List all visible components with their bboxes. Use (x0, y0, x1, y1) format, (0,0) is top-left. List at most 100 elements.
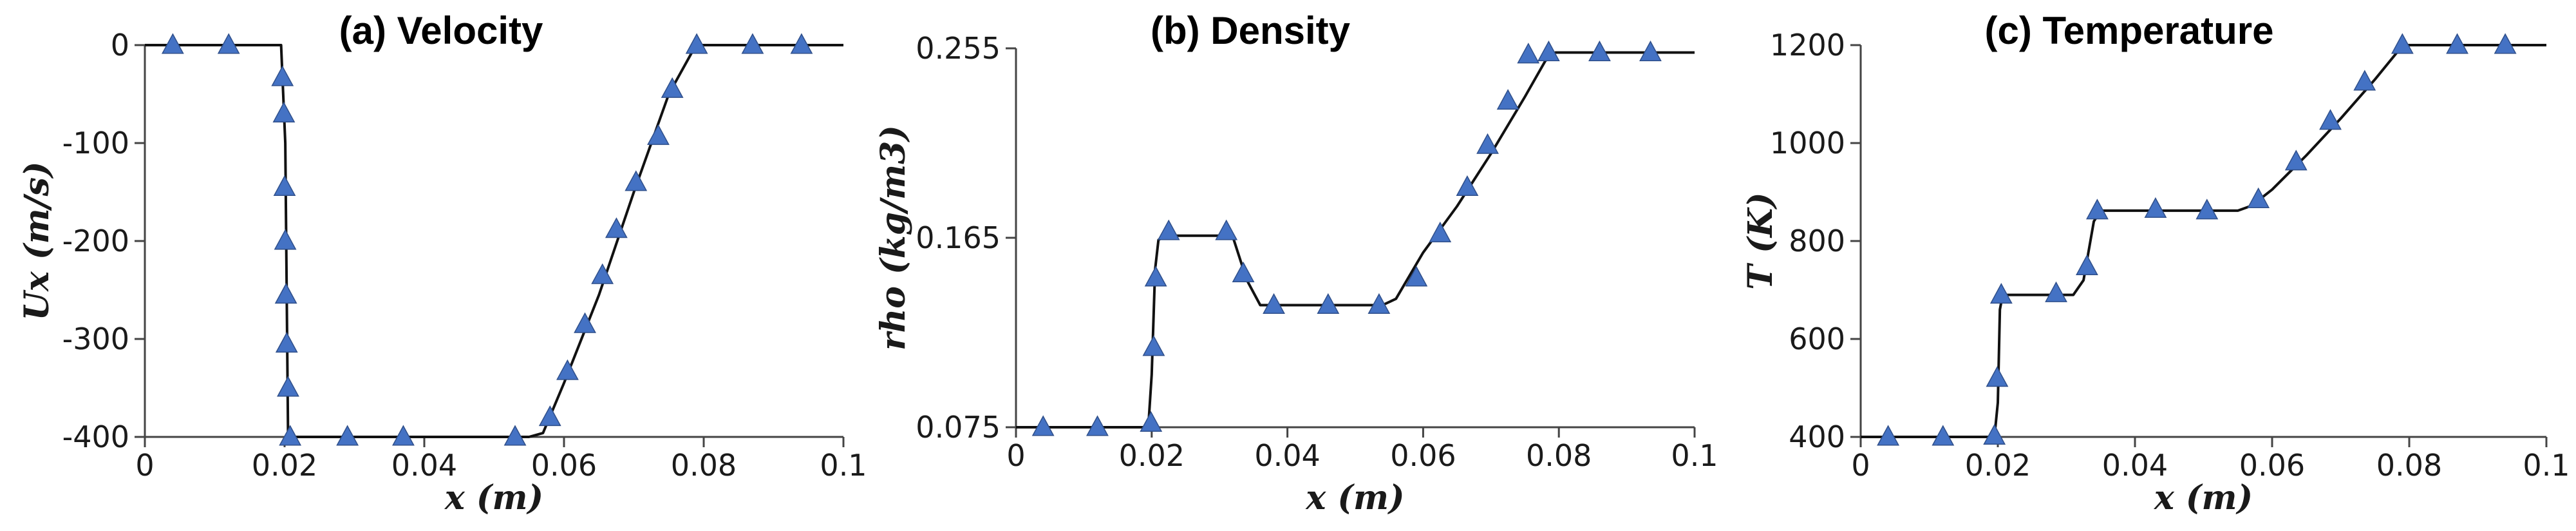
temperature-data-point (1986, 366, 2009, 387)
density-data-point (1086, 415, 1109, 436)
velocity-panel-title: (a) Velocity (339, 9, 543, 52)
velocity-data-point (273, 175, 296, 196)
density-x-tick-label: 0.1 (1671, 438, 1718, 473)
velocity-y-tick-label: -400 (62, 420, 129, 454)
velocity-data-point (271, 65, 294, 86)
temperature-x-tick-label: 0.02 (1965, 448, 2031, 483)
density-data-point (1588, 40, 1611, 62)
temperature-data-point (2284, 150, 2308, 171)
density-y-tick-label: 0.075 (916, 410, 1001, 445)
density-data-point (1456, 175, 1479, 197)
density-y-axis-label: rho (kg/m3) (874, 125, 913, 351)
temperature-data-point (2144, 197, 2167, 218)
velocity-data-point (625, 170, 648, 191)
density-x-tick-label: 0.02 (1119, 438, 1185, 473)
temperature-x-axis-label: x (m) (2154, 478, 2253, 517)
density-data-point (1144, 266, 1167, 287)
temperature-y-tick-label: 1200 (1770, 28, 1845, 63)
density-data-point (1537, 40, 1560, 62)
density-data-point (1263, 293, 1285, 314)
temperature-x-tick-label: 0.06 (2239, 448, 2305, 483)
density-data-point (1496, 89, 1519, 110)
density-data-point (1142, 335, 1165, 356)
temperature-panel: (c) Temperature x (m) T (K) 0 0.02 0.04 0.0… (1741, 9, 2570, 517)
density-x-axis-label: x (m) (1305, 478, 1404, 517)
density-y-tick-label: 0.255 (916, 31, 1001, 66)
velocity-data-point (574, 312, 596, 333)
density-panel: (b) Density x (m) rho (kg/m3) 0 0.02 0.04 0… (874, 9, 1718, 517)
velocity-x-tick-label: 0.06 (531, 448, 597, 483)
velocity-x-tick-label: 0.1 (820, 448, 867, 483)
velocity-data-point (161, 33, 184, 54)
density-x-tick-label: 0.04 (1254, 438, 1320, 473)
temperature-data-point (2247, 187, 2270, 208)
density-data-point (1639, 40, 1662, 62)
velocity-y-axis-label: Ux (m/s) (17, 162, 57, 321)
velocity-data-point (275, 332, 298, 353)
temperature-x-tick-label: 0.08 (2376, 448, 2442, 483)
temperature-y-tick-label: 600 (1789, 322, 1845, 356)
density-data-point (1429, 221, 1452, 242)
velocity-data-point (647, 124, 670, 145)
velocity-x-tick-label: 0.02 (252, 448, 317, 483)
velocity-y-tick-label: 0 (111, 28, 129, 63)
temperature-x-tick-label: 0.1 (2523, 448, 2570, 483)
velocity-panel: (a) Velocity x (m) Ux (m/s) 0 0.02 0.04 0.0… (17, 9, 867, 517)
temperature-x-tick-label: 0 (1851, 448, 1870, 483)
density-x-tick-label: 0.08 (1526, 438, 1592, 473)
density-data-point (1517, 43, 1540, 64)
density-x-tick-label: 0 (1006, 438, 1025, 473)
density-data-point (1157, 219, 1180, 240)
velocity-data-point (556, 359, 579, 380)
temperature-data-point (2391, 33, 2414, 54)
temperature-data-point (1932, 425, 1955, 446)
velocity-x-tick-label: 0.08 (671, 448, 737, 483)
temperature-data-point (2494, 33, 2517, 54)
density-data-point (1031, 415, 1055, 436)
temperature-line-series (1861, 44, 2546, 438)
temperature-data-point (2076, 254, 2098, 276)
temperature-data-point (1877, 425, 1900, 446)
density-data-point (1405, 266, 1428, 287)
temperature-data-point (2319, 109, 2342, 130)
temperature-y-tick-label: 1000 (1770, 126, 1845, 160)
temperature-data-point (2446, 33, 2468, 54)
velocity-data-point (336, 425, 359, 446)
velocity-data-point (685, 33, 708, 54)
density-data-point (1140, 410, 1163, 432)
velocity-data-point (790, 33, 813, 54)
density-x-tick-label: 0.06 (1390, 438, 1456, 473)
velocity-y-tick-label: -200 (62, 224, 129, 258)
velocity-data-point (661, 77, 684, 98)
velocity-data-point (538, 405, 561, 427)
density-data-point (1232, 261, 1255, 283)
velocity-data-point (392, 425, 415, 446)
density-y-tick-label: 0.165 (916, 220, 1001, 255)
temperature-data-point (1989, 283, 2013, 304)
density-data-point (1317, 293, 1340, 314)
density-data-point (1368, 293, 1391, 314)
temperature-data-point (2195, 198, 2219, 220)
velocity-data-point (217, 33, 240, 54)
velocity-x-tick-label: 0 (135, 448, 154, 483)
velocity-data-point (591, 263, 614, 284)
velocity-y-tick-label: -100 (62, 126, 129, 160)
temperature-data-point (2086, 198, 2109, 220)
velocity-data-point (503, 425, 527, 446)
temperature-data-point (2045, 281, 2067, 302)
velocity-y-tick-label: -300 (62, 322, 129, 356)
velocity-data-point (741, 33, 764, 54)
velocity-data-point (274, 283, 297, 304)
velocity-x-tick-label: 0.04 (391, 448, 457, 483)
velocity-data-point (279, 425, 302, 446)
velocity-data-point (277, 376, 299, 397)
temperature-y-tick-label: 800 (1789, 224, 1845, 258)
temperature-panel-title: (c) Temperature (1984, 9, 2273, 52)
temperature-x-tick-label: 0.04 (2102, 448, 2168, 483)
temperature-data-point (2353, 70, 2376, 91)
temperature-y-tick-label: 400 (1789, 420, 1845, 454)
density-data-point (1215, 219, 1238, 240)
temperature-y-axis-label: T (K) (1741, 192, 1780, 289)
